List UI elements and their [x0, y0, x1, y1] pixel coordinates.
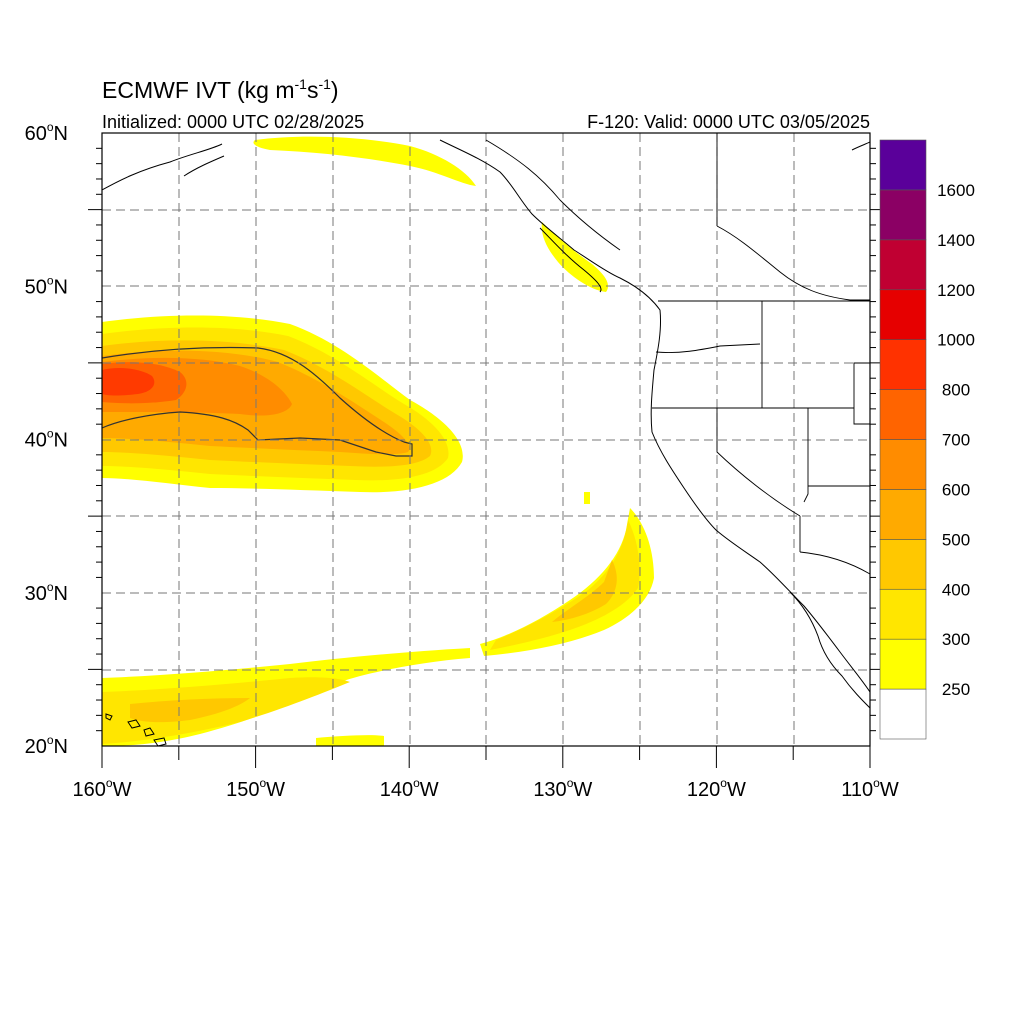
colorbar-label: 300	[942, 630, 970, 649]
colorbar-swatch	[879, 489, 927, 540]
colorbar-swatch	[879, 239, 927, 291]
colorbar-swatch	[879, 389, 927, 440]
lat-tick-label: 20oN	[25, 733, 68, 758]
graticule	[102, 133, 870, 746]
map-title: ECMWF IVT (kg m-1s-1)	[102, 76, 339, 103]
colorbar-label: 600	[942, 480, 970, 499]
latitude-labels: 60oN 50oN 40oN 30oN 20oN	[25, 120, 68, 758]
hawaiian-islands	[105, 713, 167, 746]
ivt-band-vancouver	[541, 222, 609, 292]
colorbar-label: 400	[942, 580, 970, 599]
colorbar-label: 1400	[937, 231, 975, 250]
longitude-labels: 160oW 150oW 140oW 130oW 120oW 110oW	[73, 776, 899, 801]
colorbar-label: 1600	[937, 181, 975, 200]
init-time-label: Initialized: 0000 UTC 02/28/2025	[102, 112, 364, 132]
lat-tick-label: 40oN	[25, 427, 68, 452]
colorbar-label: 1200	[937, 281, 975, 300]
lat-tick-label: 50oN	[25, 273, 68, 298]
lon-tick-label: 110oW	[841, 776, 899, 801]
lat-tick-label: 60oN	[25, 120, 68, 145]
colorbar-label: 1000	[937, 331, 975, 350]
colorbar-swatch	[879, 539, 927, 590]
colorbar: 250 300 400 500 600 700 800 1000 1200 1400 1600	[879, 139, 975, 740]
colorbar-label: 700	[942, 431, 970, 450]
colorbar-swatch	[879, 289, 927, 340]
valid-time-label: F-120: Valid: 0000 UTC 03/05/2025	[587, 112, 870, 132]
colorbar-label: 800	[942, 381, 970, 400]
lon-tick-label: 120oW	[687, 776, 746, 801]
colorbar-label: 500	[942, 530, 970, 549]
map-panel	[102, 133, 870, 746]
political-boundaries	[485, 133, 870, 575]
colorbar-label: 250	[942, 680, 970, 699]
lon-tick-label: 140oW	[380, 776, 439, 801]
coastlines	[102, 139, 870, 709]
colorbar-swatch	[879, 339, 927, 390]
lon-tick-label: 130oW	[533, 776, 592, 801]
colorbar-swatch	[879, 139, 927, 191]
colorbar-swatch	[879, 588, 927, 640]
lon-tick-label: 160oW	[73, 776, 132, 801]
colorbar-swatch	[879, 688, 927, 740]
ivt-plume-north-pacific	[102, 315, 463, 493]
colorbar-swatch	[879, 439, 927, 490]
lat-tick-label: 30oN	[25, 580, 68, 605]
lon-tick-label: 150oW	[226, 776, 285, 801]
colorbar-swatch	[879, 638, 927, 690]
colorbar-swatch	[879, 189, 927, 241]
ivt-band-gulf-of-alaska	[253, 136, 476, 186]
